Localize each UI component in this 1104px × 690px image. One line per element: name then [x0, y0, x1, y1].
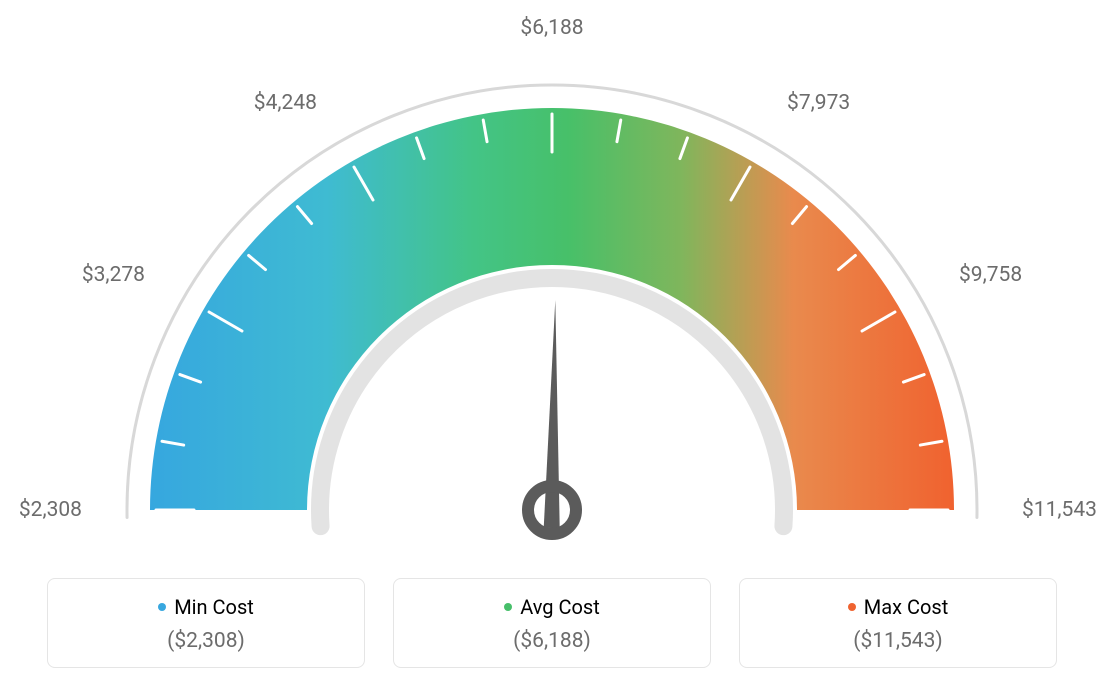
legend-dot-max — [848, 603, 856, 611]
legend-label-min: Min Cost — [174, 595, 254, 619]
gauge-container: $2,308$3,278$4,248$6,188$7,973$9,758$11,… — [52, 10, 1052, 570]
legend-row: Min Cost ($2,308) Avg Cost ($6,188) Max … — [47, 578, 1057, 668]
legend-title-max: Max Cost — [848, 595, 949, 619]
legend-value-min: ($2,308) — [60, 629, 352, 653]
legend-dot-avg — [504, 603, 512, 611]
gauge-tick-label: $4,248 — [254, 91, 317, 115]
legend-dot-min — [158, 603, 166, 611]
gauge-tick-label: $2,308 — [19, 498, 82, 522]
gauge-chart — [52, 10, 1052, 570]
gauge-tick-label: $9,758 — [959, 263, 1022, 287]
legend-value-max: ($11,543) — [752, 629, 1044, 653]
legend-value-avg: ($6,188) — [406, 629, 698, 653]
legend-title-min: Min Cost — [158, 595, 254, 619]
gauge-tick-label: $7,973 — [787, 91, 850, 115]
gauge-tick-label: $6,188 — [520, 16, 583, 40]
legend-title-avg: Avg Cost — [504, 595, 600, 619]
legend-label-avg: Avg Cost — [520, 595, 600, 619]
gauge-tick-label: $11,543 — [1022, 498, 1097, 522]
legend-card-min: Min Cost ($2,308) — [47, 578, 365, 668]
legend-label-max: Max Cost — [864, 595, 949, 619]
gauge-tick-label: $3,278 — [82, 263, 145, 287]
legend-card-max: Max Cost ($11,543) — [739, 578, 1057, 668]
legend-card-avg: Avg Cost ($6,188) — [393, 578, 711, 668]
